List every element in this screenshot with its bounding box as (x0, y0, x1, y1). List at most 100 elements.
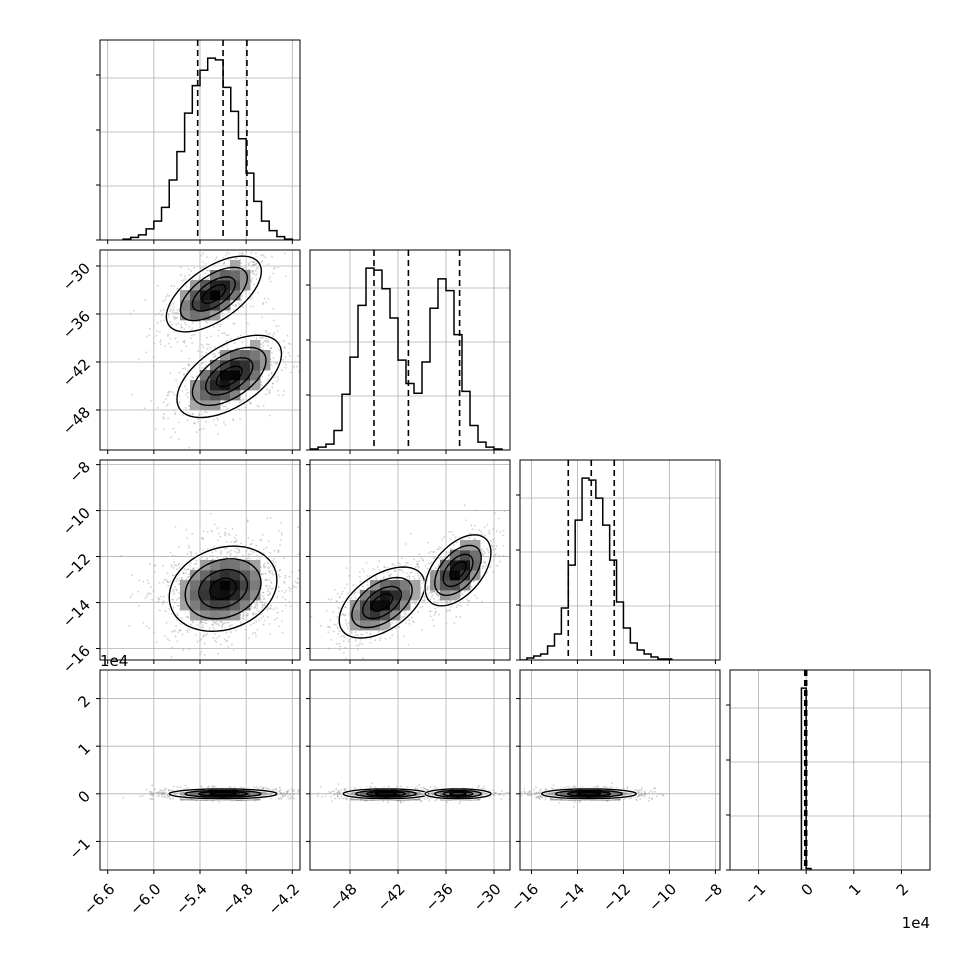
scatter-point (172, 630, 175, 633)
scatter-point (231, 623, 234, 626)
scatter-point (347, 592, 349, 594)
scatter-point (206, 321, 208, 324)
scatter-point (416, 563, 418, 565)
scatter-point (291, 796, 294, 799)
scatter-point (206, 336, 208, 339)
scatter-point (166, 580, 169, 583)
scatter-point (253, 786, 256, 789)
scatter-point (242, 306, 245, 309)
scatter-point (261, 601, 264, 604)
scatter-point (177, 438, 180, 440)
scatter-point (188, 648, 191, 651)
scatter-point (214, 639, 216, 642)
scatter-point (147, 582, 150, 584)
scatter-point (250, 550, 253, 552)
scatter-point (244, 266, 247, 269)
scatter-point (153, 631, 156, 634)
scatter-point (466, 604, 469, 606)
scatter-point (333, 623, 336, 626)
scatter-point (255, 544, 258, 547)
scatter-point (167, 391, 170, 394)
scatter-point (251, 265, 253, 267)
scatter-point (407, 643, 410, 646)
scatter-point (382, 577, 385, 580)
scatter-point (244, 628, 247, 631)
density-cell (450, 590, 461, 601)
scatter-point (191, 322, 194, 325)
scatter-point (185, 572, 188, 574)
scatter-point (155, 641, 158, 643)
scatter-point (398, 568, 401, 571)
scatter-point (276, 362, 279, 364)
scatter-point (129, 596, 132, 599)
scatter-point (182, 340, 185, 343)
scatter-point (262, 254, 265, 257)
scatter-point (171, 646, 173, 649)
scatter-point (185, 345, 188, 348)
scatter-point (227, 533, 230, 536)
scatter-point (263, 604, 266, 607)
scatter-point (217, 652, 220, 655)
scatter-point (175, 564, 178, 567)
scatter-point (173, 331, 176, 334)
density-cell (390, 610, 401, 621)
scatter-point (260, 346, 263, 349)
scatter-point (153, 342, 156, 345)
scatter-point (167, 335, 169, 337)
density-cell (380, 620, 391, 631)
scatter-point (229, 534, 231, 536)
scatter-point (327, 598, 330, 600)
scatter-point (366, 575, 369, 577)
scatter-point (467, 600, 470, 602)
scatter-point (254, 274, 257, 277)
scatter-point (202, 530, 205, 533)
scatter-point (286, 334, 289, 337)
scatter-point (260, 539, 263, 542)
scatter-point (174, 635, 177, 638)
scatter-point (149, 563, 152, 566)
scatter-point (447, 558, 450, 561)
scatter-point (499, 560, 502, 563)
density-cell (360, 590, 371, 601)
scatter-point (275, 363, 278, 366)
scatter-point (175, 580, 178, 583)
density-cell (220, 270, 231, 281)
scatter-point (282, 557, 285, 560)
scatter-point (178, 582, 181, 585)
scatter-point (216, 620, 218, 622)
scatter-point (495, 553, 497, 556)
scatter-point (345, 567, 348, 570)
scatter-point (491, 545, 494, 548)
scatter-point (159, 343, 162, 346)
scatter-point (272, 559, 274, 562)
scatter-point (151, 784, 154, 786)
scatter-point (186, 553, 189, 555)
scatter-point (247, 262, 250, 265)
scatter-point (261, 606, 264, 609)
density-cell (240, 380, 251, 391)
scatter-point (167, 417, 170, 420)
panel-frame (309, 249, 511, 451)
scatter-point (268, 570, 271, 573)
density-cell (460, 580, 471, 591)
density-cell (220, 560, 231, 571)
scatter-point (267, 587, 270, 590)
density-cell (220, 370, 231, 381)
scatter-point (453, 622, 456, 625)
scatter-point (202, 635, 205, 637)
scatter-point (257, 405, 260, 408)
scatter-point (137, 358, 140, 361)
scatter-point (474, 524, 476, 527)
scatter-point (174, 431, 177, 433)
scatter-point (460, 605, 462, 607)
scatter-point (277, 585, 280, 588)
scatter-point (276, 611, 279, 614)
scatter-point (252, 261, 255, 263)
scatter-point (228, 636, 230, 638)
scatter-point (157, 312, 160, 315)
scatter-point (166, 638, 169, 640)
scatter-point (401, 616, 403, 619)
scatter-point (225, 541, 228, 543)
scatter-point (292, 585, 295, 587)
scatter-point (204, 364, 207, 367)
